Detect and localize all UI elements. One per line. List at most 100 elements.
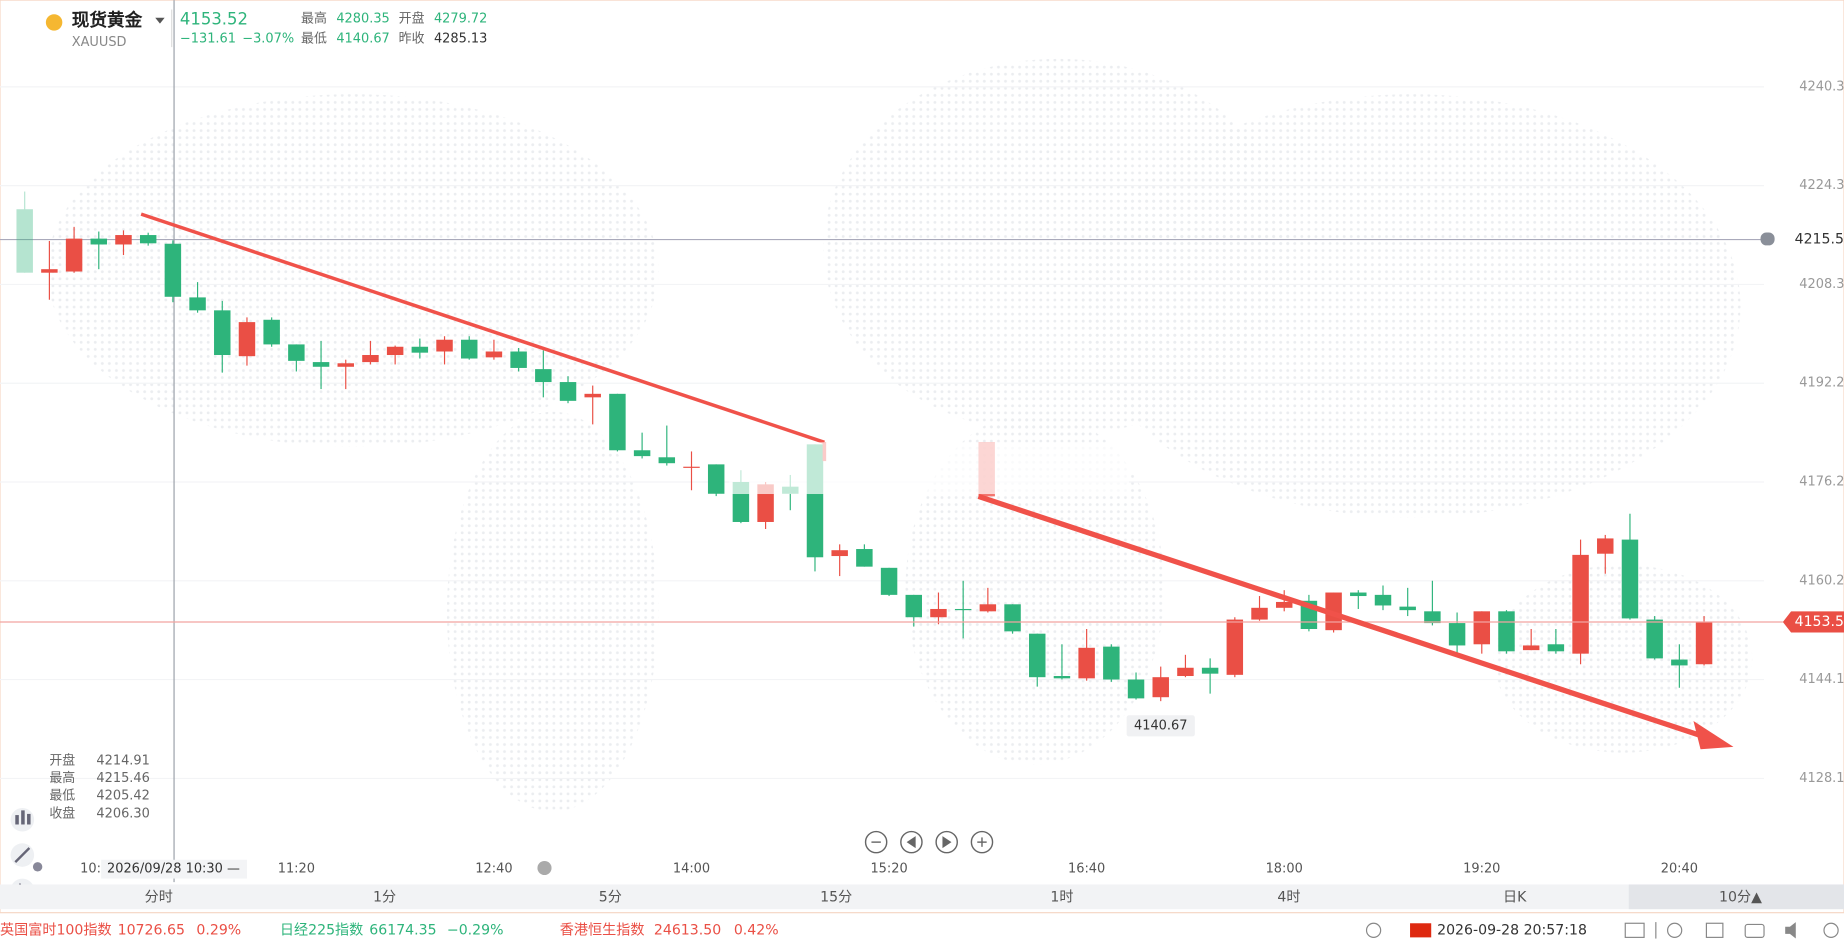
candle-body	[1078, 647, 1095, 679]
candle	[905, 594, 922, 627]
candle-body	[880, 567, 898, 595]
trend-line	[140, 212, 825, 444]
candle	[312, 340, 330, 390]
candle	[1350, 590, 1367, 609]
icon[interactable]	[1785, 922, 1796, 939]
tool-icon	[21, 810, 25, 825]
period-tab[interactable]: 10分▲	[1719, 889, 1762, 905]
last-price: 4153.52	[180, 10, 248, 29]
candle	[1275, 590, 1293, 612]
tooltip-value: 4214.91	[96, 753, 149, 768]
ticker-value: 10726.65	[118, 922, 185, 938]
scroll-start[interactable]	[900, 830, 923, 854]
price-change: −131.61	[180, 31, 236, 46]
zoom-in[interactable]	[970, 830, 994, 854]
candle-body	[1350, 592, 1367, 597]
candle	[1671, 644, 1688, 688]
tool-dot	[32, 862, 43, 872]
candle	[164, 240, 182, 303]
candle-body	[1201, 667, 1219, 674]
scroll-handle[interactable]	[537, 860, 552, 876]
clock: 2026-09-28 20:57:18	[1437, 922, 1587, 938]
candle	[1226, 617, 1244, 678]
candle	[90, 231, 108, 270]
candle	[1201, 658, 1219, 694]
candle-body	[1103, 646, 1120, 680]
tooltip-value: 4215.46	[96, 771, 149, 786]
tooltip-label: 最低	[49, 789, 75, 804]
stat-label: 开盘	[399, 10, 425, 26]
candle	[535, 350, 552, 398]
candle	[1498, 610, 1515, 654]
stat-value: 4279.72	[434, 11, 487, 26]
candle-body	[1053, 676, 1071, 679]
stat-value: 4280.35	[336, 11, 389, 26]
y-tick-label: 4224.34	[1799, 178, 1844, 193]
y-tick-label: 4176.24	[1799, 474, 1844, 489]
candle	[1695, 616, 1713, 666]
candle	[1547, 629, 1565, 654]
candle	[880, 567, 898, 597]
active-tab-bg	[1628, 884, 1844, 910]
candle-body	[633, 450, 651, 457]
candle	[115, 230, 132, 256]
candle	[189, 282, 206, 313]
y-tick-label: 4192.27	[1799, 376, 1844, 391]
period-tab[interactable]: 5分	[599, 889, 622, 905]
candle	[214, 300, 231, 373]
y-tick-label: 4208.30	[1799, 277, 1844, 292]
period-tab[interactable]: 分时	[145, 889, 173, 905]
icon[interactable]	[1744, 923, 1765, 938]
candle	[979, 587, 997, 613]
stat-value: 4285.13	[434, 31, 487, 46]
candle-body	[1572, 554, 1589, 654]
ticker-name: 日经225指数	[280, 922, 363, 938]
candle	[510, 347, 527, 372]
scroll-end[interactable]	[935, 830, 958, 854]
candle-body	[1424, 611, 1441, 624]
candle-body	[1646, 619, 1663, 659]
candle-body	[1177, 667, 1194, 677]
candle-body	[510, 351, 527, 368]
candle	[584, 385, 601, 425]
candle-body	[1029, 633, 1046, 678]
y-tick-label: 4144.17	[1799, 672, 1844, 687]
arrow-head	[1693, 720, 1734, 750]
candle-body	[461, 339, 478, 359]
icon[interactable]	[1667, 922, 1683, 938]
x-tick-label: 16:40	[1068, 862, 1105, 877]
stat-label: 昨收	[399, 31, 425, 46]
icon[interactable]	[1624, 922, 1645, 938]
candle-body	[386, 346, 404, 356]
icon[interactable]	[1365, 922, 1382, 938]
icon[interactable]	[1705, 922, 1724, 938]
candle	[1251, 596, 1268, 621]
icon[interactable]	[1823, 922, 1839, 938]
period-tab[interactable]: 1分	[373, 889, 396, 905]
period-tab[interactable]: 15分	[820, 889, 852, 905]
zoom-out[interactable]	[864, 830, 888, 854]
candle-body	[1473, 611, 1491, 645]
x-tick-label: 15:20	[870, 862, 907, 877]
candle-body	[436, 339, 453, 352]
tool-icon	[15, 815, 19, 825]
last-price-tag	[1782, 611, 1844, 633]
candle-body	[214, 310, 231, 356]
candle-body	[90, 238, 108, 245]
tooltip-value: 4205.42	[96, 789, 149, 804]
tooltip-label: 收盘	[49, 805, 75, 821]
tabs: 分时 1分 5分 15分 1时 4时 日K 10分▲	[145, 889, 1762, 905]
period-tab[interactable]: 4时	[1277, 889, 1300, 905]
ticker-name: 英国富时100指数	[0, 921, 112, 938]
period-tab[interactable]: 日K	[1503, 889, 1527, 905]
candle	[954, 580, 972, 639]
candle-body	[584, 393, 601, 398]
candle-body	[1226, 619, 1244, 675]
period-tab[interactable]: 1时	[1050, 889, 1073, 905]
candle	[139, 232, 157, 246]
candle	[1473, 611, 1491, 654]
candle-body	[1374, 594, 1392, 606]
dropdown-caret[interactable]	[155, 17, 165, 24]
blur-overlay	[729, 442, 1129, 495]
candle-body	[535, 369, 552, 383]
